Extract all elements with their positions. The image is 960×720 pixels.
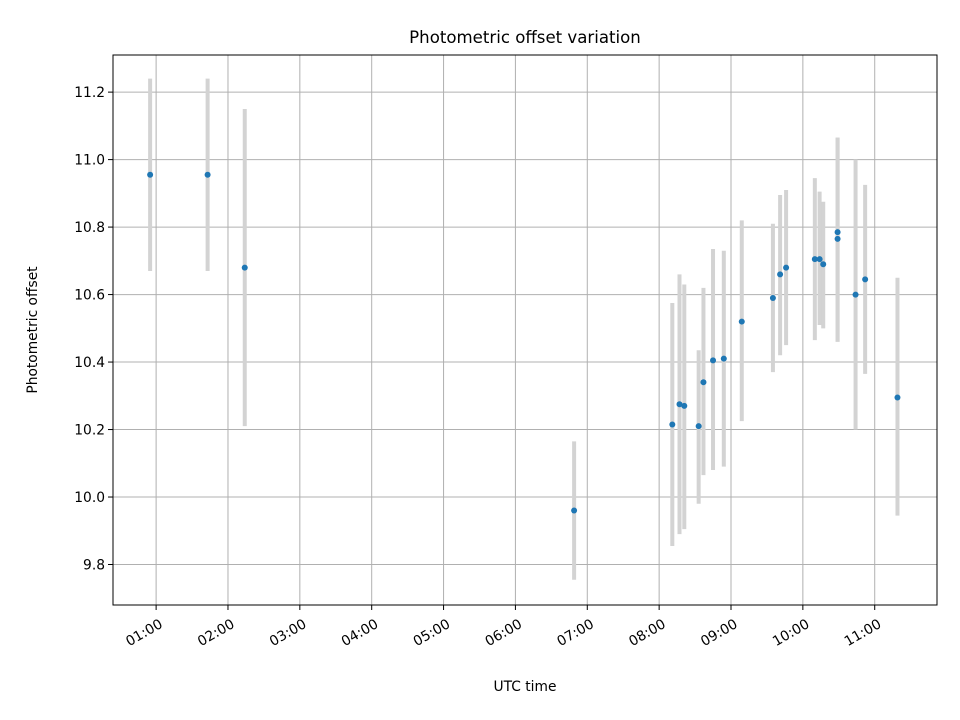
data-point [681,402,688,409]
data-point [811,256,818,263]
data-point [676,401,683,408]
y-tick-label: 10.8 [74,220,105,236]
y-tick-label: 10.6 [74,288,105,304]
data-point [669,421,676,428]
data-point [852,291,859,298]
data-point [862,276,869,283]
y-tick-label: 10.4 [74,355,105,371]
y-tick-label: 10.0 [74,490,105,506]
data-point [720,355,727,362]
data-point [695,423,702,430]
data-point [894,394,901,401]
data-point [769,294,776,301]
point-layer [147,171,901,514]
data-point [777,271,784,278]
grid-layer [113,55,937,605]
data-point [834,235,841,242]
x-axis-label: UTC time [494,679,557,695]
data-point [710,357,717,364]
y-axis-label: Photometric offset [25,266,41,394]
data-point [783,264,790,271]
data-point [700,379,707,386]
data-point [571,507,578,514]
data-point [820,261,827,268]
data-point [738,318,745,325]
y-tick-label: 9.8 [83,558,105,574]
y-tick-label: 10.2 [74,423,105,439]
chart-title: Photometric offset variation [409,28,641,47]
data-point [204,171,211,178]
y-tick-label: 11.2 [74,85,105,101]
data-point [241,264,248,271]
data-point [147,171,154,178]
data-point [816,256,823,263]
plot-frame [112,54,938,606]
y-tick-label: 11.0 [74,153,105,169]
data-point [834,229,841,236]
